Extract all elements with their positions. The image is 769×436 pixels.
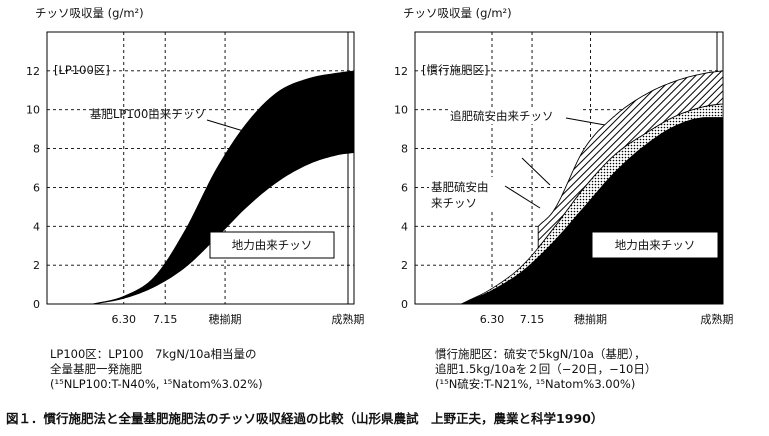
chart-conventional: 0 2 4 6 8 10 12 6.30 7.15 穂揃期 成熟期 チッソ吸収量 (g/m²) [慣行施… xyxy=(394,6,733,326)
y-axis-title: チッソ吸収量 (g/m²) xyxy=(35,6,144,20)
panel-label: [慣行施肥区] xyxy=(422,63,488,77)
panel-label: [LP100区] xyxy=(54,63,110,77)
basal-label: 基肥LP100由来チッソ xyxy=(90,107,206,121)
y-tick-label: 6 xyxy=(401,181,408,194)
y-tick-label: 12 xyxy=(26,65,40,78)
y-tick-label: 2 xyxy=(33,259,40,272)
x-tick-label: 穂揃期 xyxy=(209,312,242,326)
figure-caption: 図１．慣行施肥法と全量基肥施肥法のチッソ吸収経過の比較（山形県農試 上野正夫，農… xyxy=(6,411,604,426)
y-tick-label: 0 xyxy=(33,298,40,311)
caption-conventional-line: (¹⁵N硫安:T-N21%, ¹⁵Natom%3.00%) xyxy=(435,377,636,391)
caption-conventional-line: 慣行施肥区：硫安で5kgN/10a（基肥）， xyxy=(435,347,646,361)
basal-pointer xyxy=(504,185,541,209)
basal-label-line1: 基肥硫安由 xyxy=(431,180,489,194)
x-tick-label: 成熟期 xyxy=(331,312,364,326)
y-tick-label: 6 xyxy=(33,181,40,194)
caption-conventional-line: 追肥1.5kg/10aを２回（−20日，−10日） xyxy=(435,362,657,376)
y-tick-label: 2 xyxy=(401,259,408,272)
chart-lp100: 0 2 4 6 8 10 12 6.30 7.15 穂揃期 成熟期 チッソ吸収量 (g/m²) [LP1… xyxy=(26,6,364,326)
x-tick-label: 穂揃期 xyxy=(574,312,607,326)
y-tick-label: 0 xyxy=(401,298,408,311)
x-tick-label: 成熟期 xyxy=(700,312,733,326)
series-soil-line xyxy=(92,152,355,305)
x-tick-label: 7.15 xyxy=(153,313,178,326)
y-tick-label: 12 xyxy=(394,65,408,78)
topdress-pointer xyxy=(565,117,606,126)
y-tick-label: 4 xyxy=(33,220,40,233)
caption-lp100-line: 全量基肥一発施肥 xyxy=(50,362,142,376)
topdress-pointer-2 xyxy=(521,157,551,186)
caption-lp100-line: (¹⁵NLP100:T-N40%, ¹⁵Natom%3.02%) xyxy=(50,377,263,391)
soil-label-box xyxy=(591,231,719,259)
soil-label: 地力由来チッソ xyxy=(615,238,696,252)
plot-frame xyxy=(46,31,355,305)
topdress-label: 追肥硫安由来チッソ xyxy=(450,109,554,123)
x-tick-label: 7.15 xyxy=(520,313,545,326)
y-axis-title: チッソ吸収量 (g/m²) xyxy=(403,6,512,20)
basal-label-bg xyxy=(429,177,507,211)
y-tick-label: 10 xyxy=(394,104,408,117)
y-tick-label: 10 xyxy=(26,104,40,117)
y-tick-label: 8 xyxy=(401,143,408,156)
basal-label-line2: 来チッソ xyxy=(431,196,477,210)
topdress-label-bg xyxy=(448,107,580,124)
basal-pointer xyxy=(206,119,251,134)
series-topdress-band xyxy=(537,70,724,250)
x-tick-label: 6.30 xyxy=(112,313,137,326)
caption-lp100-line: LP100区：LP100 7kgN/10a相当量の xyxy=(50,347,257,361)
soil-label: 地力由来チッソ xyxy=(232,238,313,252)
y-tick-label: 8 xyxy=(33,143,40,156)
soil-label-box xyxy=(209,231,335,259)
x-tick-label: 6.30 xyxy=(480,313,505,326)
y-tick-label: 4 xyxy=(401,220,408,233)
